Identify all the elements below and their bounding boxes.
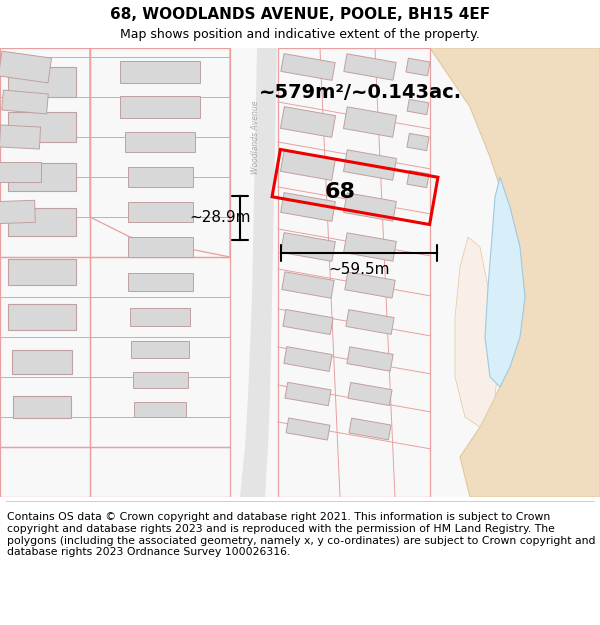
Polygon shape [0,51,52,83]
Polygon shape [430,48,600,497]
Polygon shape [13,396,71,418]
Polygon shape [346,309,394,334]
Polygon shape [286,418,330,440]
Polygon shape [345,272,395,298]
Text: Contains OS data © Crown copyright and database right 2021. This information is : Contains OS data © Crown copyright and d… [7,512,596,557]
Polygon shape [281,232,335,261]
Polygon shape [349,418,391,440]
Polygon shape [347,347,393,371]
Polygon shape [343,150,397,180]
Polygon shape [120,96,200,118]
Text: 68: 68 [325,182,355,202]
Polygon shape [407,171,429,187]
Polygon shape [0,162,41,182]
Polygon shape [240,48,277,497]
Polygon shape [8,304,76,330]
Polygon shape [281,54,335,81]
Polygon shape [455,237,500,427]
Polygon shape [285,382,331,406]
Polygon shape [344,54,396,80]
Polygon shape [2,90,48,114]
Polygon shape [133,372,187,388]
Polygon shape [407,133,429,151]
Polygon shape [283,309,333,334]
Text: Map shows position and indicative extent of the property.: Map shows position and indicative extent… [120,28,480,41]
Polygon shape [8,259,76,285]
Polygon shape [284,347,332,371]
Polygon shape [130,308,190,326]
Text: Woodlands Avenue: Woodlands Avenue [251,100,260,174]
Text: ~59.5m: ~59.5m [328,261,390,276]
Polygon shape [12,350,72,374]
Polygon shape [280,107,335,138]
Polygon shape [407,99,429,114]
Polygon shape [344,192,397,221]
Polygon shape [280,149,335,181]
Polygon shape [128,167,193,187]
Polygon shape [8,67,76,97]
Polygon shape [348,382,392,406]
Polygon shape [406,58,430,76]
Polygon shape [8,112,76,142]
Polygon shape [128,202,193,222]
Text: ~28.9m: ~28.9m [189,211,251,226]
Polygon shape [344,232,397,261]
Text: 68, WOODLANDS AVENUE, POOLE, BH15 4EF: 68, WOODLANDS AVENUE, POOLE, BH15 4EF [110,7,490,22]
Polygon shape [120,61,200,83]
Polygon shape [8,208,76,236]
Polygon shape [0,125,41,149]
Polygon shape [282,272,334,298]
Polygon shape [8,163,76,191]
Polygon shape [125,132,195,152]
Polygon shape [131,341,189,357]
Polygon shape [128,273,193,291]
Polygon shape [128,237,193,257]
Polygon shape [134,401,186,416]
Polygon shape [0,200,35,224]
Polygon shape [281,192,335,221]
Text: ~579m²/~0.143ac.: ~579m²/~0.143ac. [259,82,461,101]
Polygon shape [485,177,525,387]
Polygon shape [343,107,397,137]
Polygon shape [0,48,600,497]
